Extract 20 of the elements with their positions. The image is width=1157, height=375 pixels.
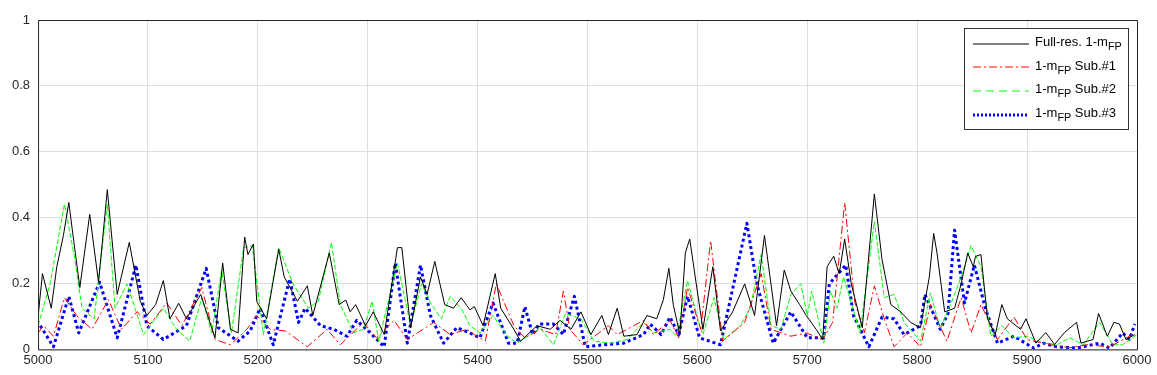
y-tick-label: 0.4 bbox=[11, 209, 31, 225]
x-tick-label: 5200 bbox=[243, 351, 273, 367]
y-tick-label: 1 bbox=[22, 11, 31, 27]
x-tick-label: 5800 bbox=[902, 351, 932, 367]
y-tick-label: 0.2 bbox=[11, 275, 31, 291]
legend-label: Full-res. 1-m$_{FP}$ bbox=[1035, 33, 1122, 54]
x-tick-label: 5400 bbox=[463, 351, 493, 367]
legend-label: 1-m$_{FP}$ Sub.#1 bbox=[1035, 56, 1117, 78]
x-tick-label: 6000 bbox=[1122, 351, 1152, 367]
y-tick-label: 0 bbox=[22, 340, 31, 356]
legend-label: 1-m$_{FP}$ Sub.#2 bbox=[1035, 80, 1117, 101]
x-tick-label: 5100 bbox=[133, 351, 163, 367]
x-tick-label: 5600 bbox=[682, 351, 712, 367]
y-tick-label: 0.6 bbox=[11, 143, 31, 159]
legend-label: 1-m$_{FP}$ Sub.#3 bbox=[1035, 103, 1117, 125]
x-tick-label: 5900 bbox=[1012, 351, 1042, 367]
y-tick-label: 0.8 bbox=[11, 77, 31, 93]
x-tick-label: 5500 bbox=[573, 351, 602, 367]
x-tick-label: 5300 bbox=[353, 351, 383, 367]
x-tick-label: 5700 bbox=[792, 351, 822, 367]
